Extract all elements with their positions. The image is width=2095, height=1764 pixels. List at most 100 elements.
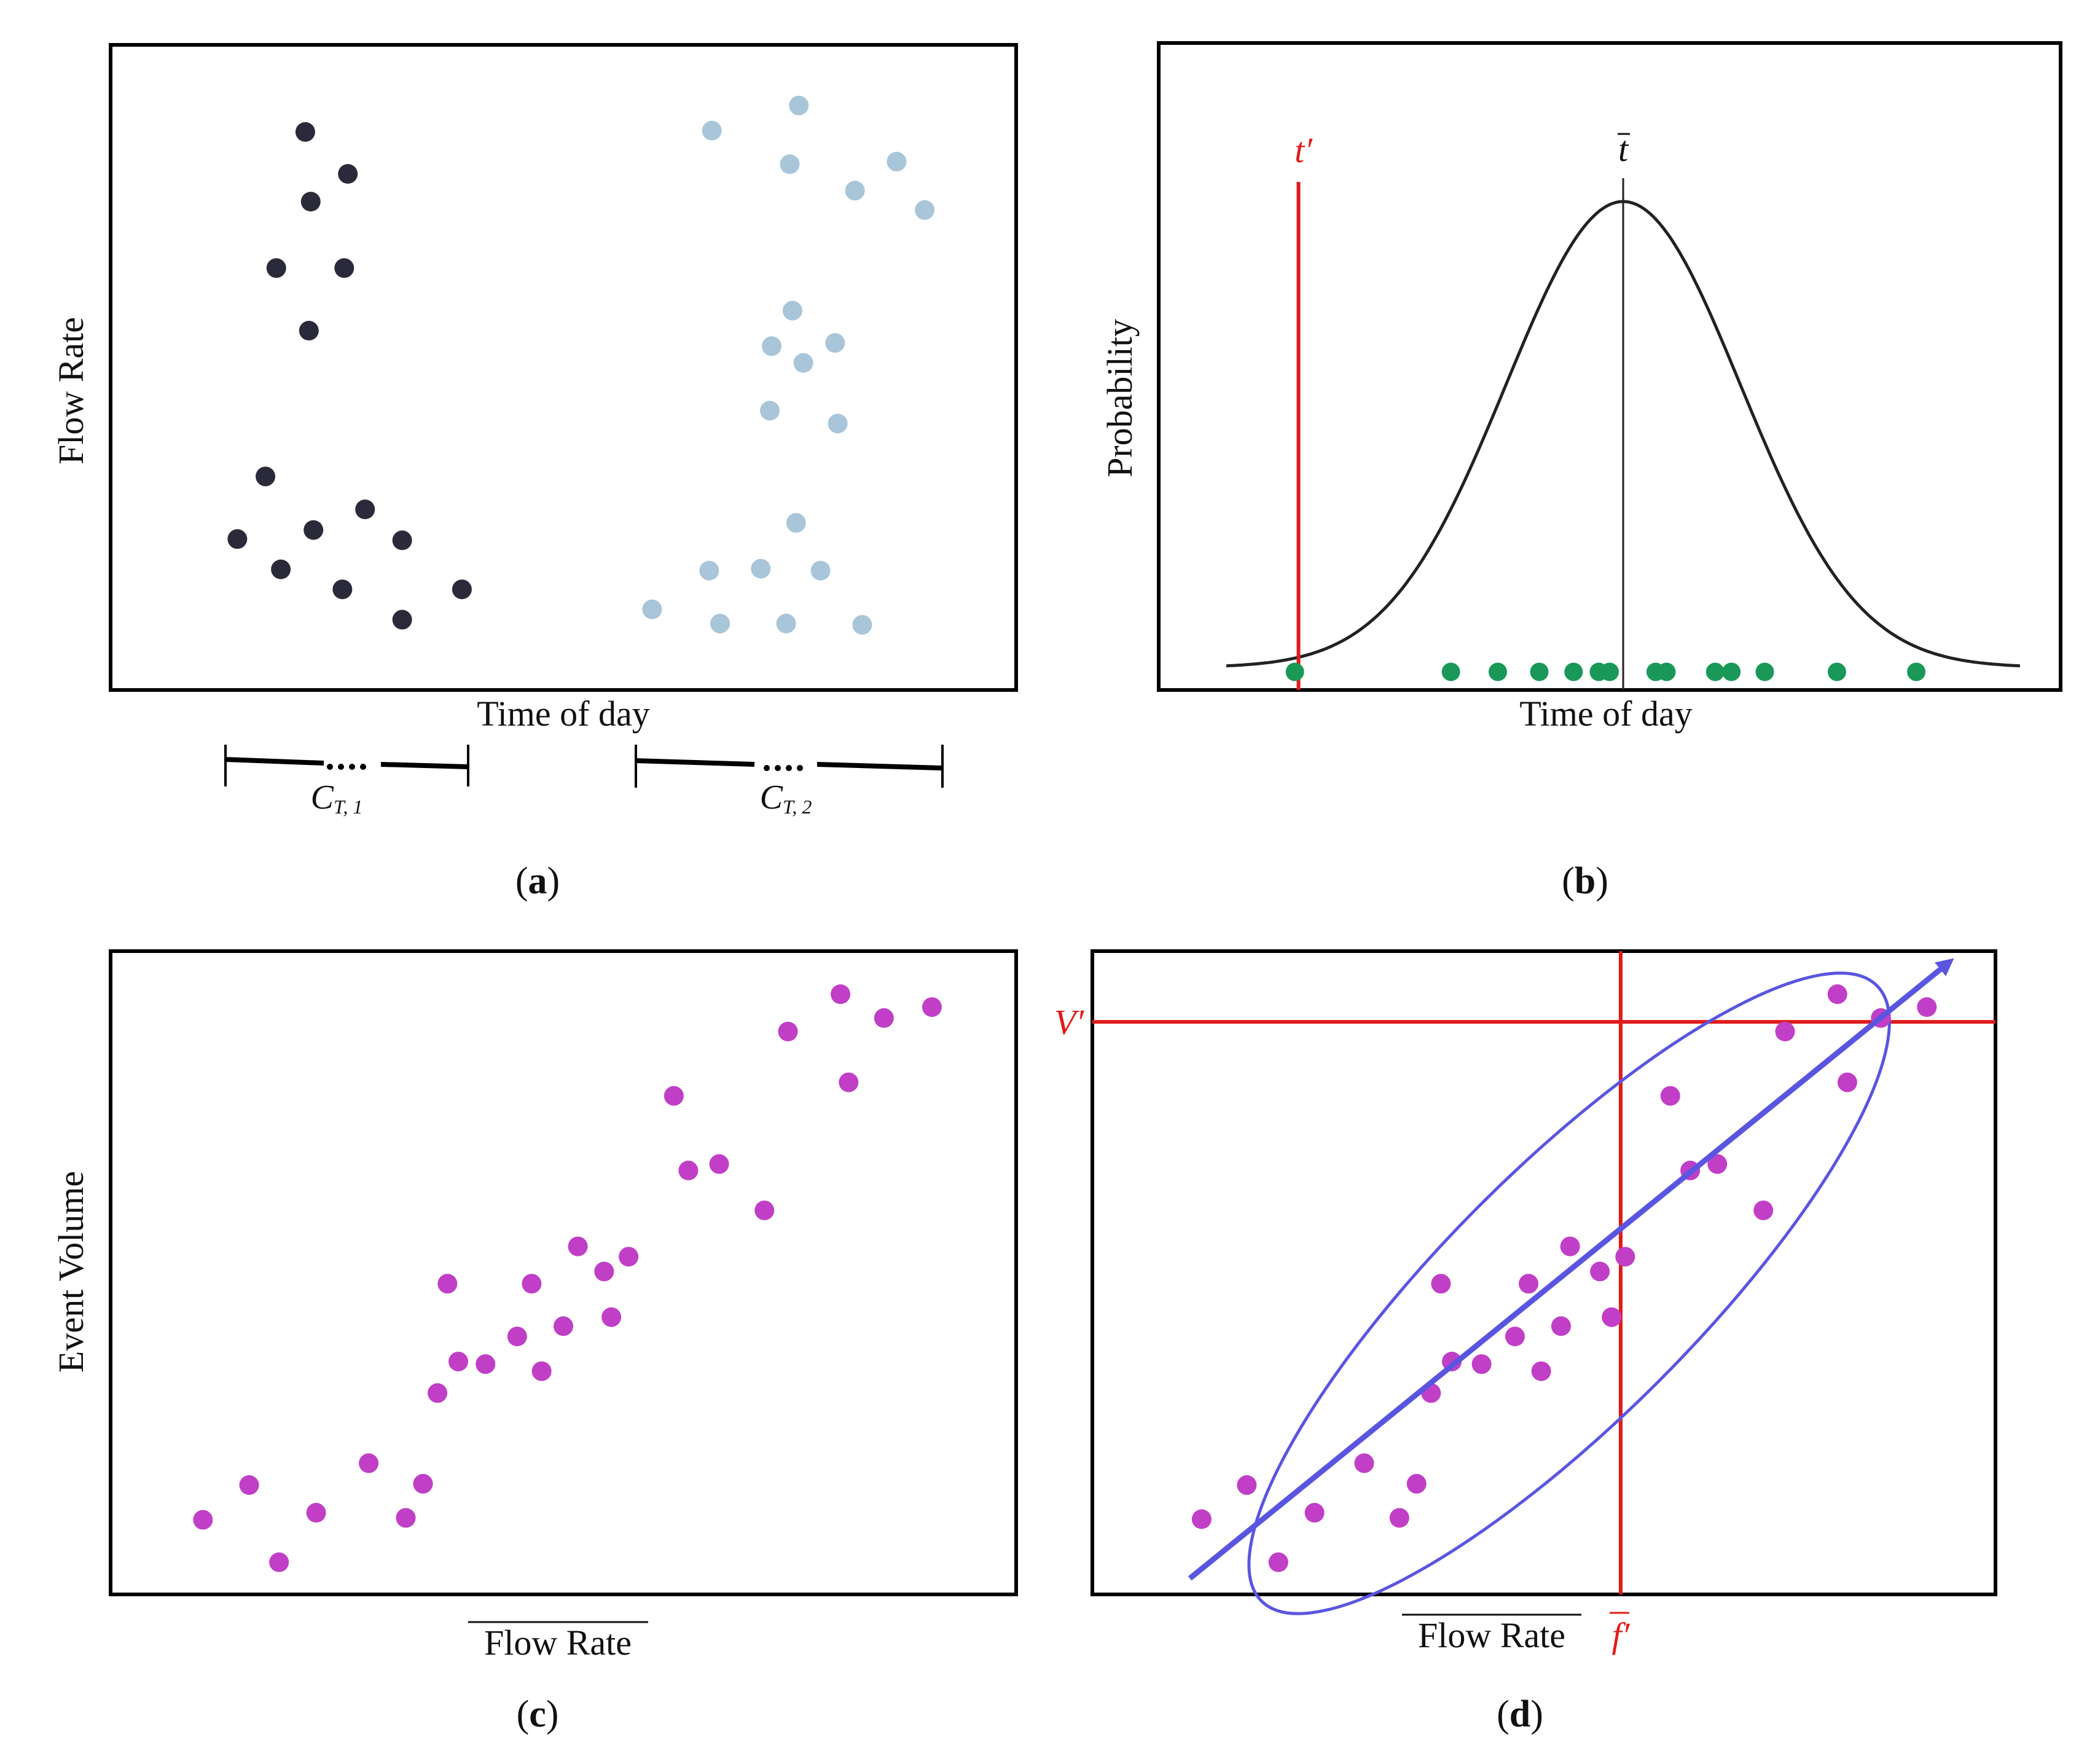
data-point (1657, 662, 1676, 681)
data-point (448, 1351, 469, 1371)
panel-b-ylabel: Probability (1100, 319, 1140, 477)
panel-c-ylabel: Event Volume (51, 1171, 91, 1373)
data-point (1488, 662, 1507, 681)
panel-d-caption-letter: d (1510, 1693, 1530, 1735)
data-point (1602, 1307, 1622, 1327)
data-point (1707, 1154, 1728, 1174)
panel-b: t′ t Time of day Probability (b) (1100, 41, 2062, 902)
data-point (334, 258, 354, 278)
bracket-ct1-ellipsis (327, 764, 366, 770)
t-prime-label-main: t (1294, 130, 1306, 170)
data-point (396, 1508, 416, 1528)
panel-c: Flow Rate Event Volume (c) (51, 949, 1018, 1735)
data-point (1753, 1200, 1774, 1220)
confidence-ellipse (1247, 971, 1891, 1615)
panel-a-points (227, 95, 935, 635)
bracket-ct2-label-main: C (760, 778, 783, 817)
data-point (303, 520, 324, 540)
data-point (306, 1503, 326, 1523)
v-prime-label-main: V (1054, 1002, 1080, 1042)
bracket-ct2-line-right (816, 762, 943, 770)
panel-b-caption-letter: b (1575, 860, 1596, 902)
panel-a-frame (109, 43, 1018, 692)
data-point (1837, 1072, 1857, 1092)
data-point (1917, 997, 1937, 1017)
data-point (793, 353, 813, 373)
bracket-ct2-ellipsis (764, 765, 803, 771)
data-point (295, 122, 315, 142)
data-point (915, 200, 935, 220)
data-point (299, 321, 319, 341)
data-point (1389, 1508, 1409, 1528)
data-point (710, 613, 730, 633)
v-prime-label: V′ (1054, 1002, 1084, 1042)
data-point (760, 401, 780, 421)
f-bar-prime-label: f′ (1612, 1615, 1631, 1655)
data-point (1722, 662, 1741, 681)
data-point (1551, 1316, 1571, 1336)
data-point (568, 1236, 588, 1256)
v-prime-label-prime: ′ (1076, 1002, 1084, 1042)
panel-c-caption: (c) (517, 1693, 559, 1735)
bracket-ct2-line-left (635, 758, 755, 767)
panel-c-frame (109, 949, 1018, 1596)
data-point (702, 120, 722, 141)
data-point (1705, 662, 1725, 681)
panel-a-xlabel: Time of day (477, 694, 649, 734)
panel-c-xlabel: Flow Rate (484, 1623, 632, 1663)
data-point (1590, 1261, 1610, 1282)
data-point (1431, 1274, 1451, 1294)
bracket-ct1-label: CT, 1 (311, 778, 363, 818)
panel-a-caption: (a) (515, 860, 560, 902)
data-point (1406, 1473, 1427, 1494)
data-point (1564, 662, 1583, 681)
data-point (839, 1072, 859, 1092)
data-point (664, 1086, 684, 1106)
data-point (355, 500, 375, 519)
data-point (266, 258, 286, 278)
panel-d-points (1191, 984, 1937, 1572)
data-point (810, 560, 831, 581)
data-point (780, 154, 800, 174)
data-point (1660, 1086, 1680, 1106)
data-point (256, 466, 276, 487)
t-bar-label: t (1618, 129, 1629, 169)
data-point (1441, 662, 1460, 681)
data-point (845, 181, 865, 201)
data-point (332, 579, 353, 600)
data-point (507, 1327, 527, 1347)
data-point (601, 1307, 622, 1327)
data-point (1755, 662, 1774, 681)
bracket-ct1: CT, 1 (224, 745, 469, 818)
data-point (678, 1161, 699, 1181)
bracket-ct1-label-sub: T, 1 (334, 796, 362, 818)
data-point (1530, 662, 1549, 681)
panel-d-xlabel: Flow Rate (1418, 1615, 1565, 1655)
panel-a-ylabel: Flow Rate (51, 317, 91, 465)
panel-b-caption: (b) (1562, 860, 1608, 902)
data-point (1505, 1327, 1525, 1347)
data-point (776, 613, 796, 633)
panel-c-caption-letter: c (529, 1693, 546, 1735)
data-point (594, 1261, 614, 1282)
data-point (825, 333, 845, 353)
data-point (754, 1200, 775, 1220)
data-point (1531, 1361, 1551, 1381)
data-point (642, 599, 662, 619)
data-point (1827, 662, 1846, 681)
panel-d-frame (1091, 949, 1997, 1596)
data-point (271, 559, 291, 579)
data-point (1237, 1475, 1257, 1495)
data-point (1615, 1247, 1635, 1267)
data-point (709, 1154, 729, 1174)
bracket-ct2: CT, 2 (635, 745, 944, 818)
data-point (874, 1008, 894, 1028)
data-point (1285, 662, 1304, 681)
data-point (786, 513, 806, 533)
data-point (1827, 984, 1847, 1005)
data-point (828, 414, 848, 434)
data-point (392, 530, 412, 551)
data-point (762, 336, 782, 356)
data-point (522, 1274, 542, 1294)
